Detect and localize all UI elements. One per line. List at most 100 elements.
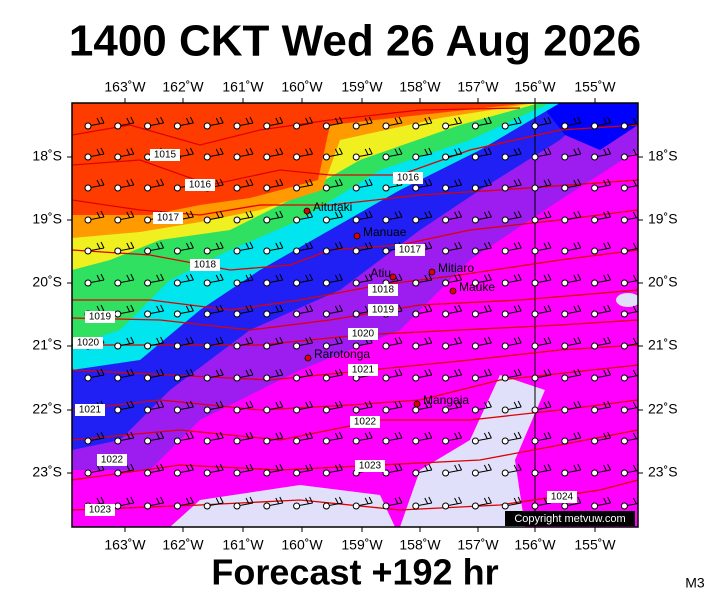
wind-station — [442, 469, 450, 477]
lat-label: 18˚S — [648, 148, 678, 164]
wind-barb-feather — [160, 431, 165, 439]
wind-barb-feather — [458, 336, 463, 344]
wind-station — [442, 247, 450, 255]
wind-station — [263, 437, 271, 445]
wind-station — [144, 247, 152, 255]
wind-barb-feather — [513, 148, 518, 156]
wind-barb-feather — [607, 496, 612, 504]
wind-barb-feather — [126, 337, 131, 345]
wind-barb-feather — [517, 496, 522, 504]
wind-barb-feather — [607, 368, 612, 376]
wind-station — [173, 437, 181, 445]
wind-barb-feather — [100, 178, 105, 186]
wind-barb-feather — [632, 369, 637, 377]
wind-station — [144, 279, 152, 287]
wind-station — [591, 342, 599, 350]
lat-label: 20˚S — [32, 274, 62, 290]
wind-station — [382, 342, 390, 350]
wind-station — [501, 437, 509, 445]
wind-barb-feather — [215, 337, 220, 345]
wind-barb-feather — [275, 432, 280, 440]
wind-station — [471, 374, 479, 382]
wind-station — [501, 122, 509, 130]
wind-station — [531, 437, 539, 445]
wind-barb-feather — [458, 463, 463, 471]
wind-barb-feather — [543, 117, 548, 125]
wind-barb-feather — [189, 400, 194, 408]
wind-barb-feather — [577, 304, 582, 312]
wind-barb-feather — [338, 368, 343, 376]
wind-barb-feather — [219, 273, 224, 281]
wind-barb-feather — [100, 241, 105, 249]
wind-barb-feather — [130, 241, 135, 249]
wind-barb-feather — [364, 401, 369, 409]
wind-barb-feather — [607, 431, 612, 439]
wind-barb-feather — [458, 368, 463, 376]
wind-station — [203, 216, 211, 224]
wind-barb-feather — [245, 274, 250, 282]
wind-barb-feather — [219, 178, 224, 186]
wind-station — [144, 406, 152, 414]
wind-barb-feather — [577, 400, 582, 408]
wind-station — [203, 342, 211, 350]
wind-barb-feather — [245, 179, 250, 187]
wind-barb-feather — [428, 116, 433, 124]
wind-barb-feather — [394, 497, 399, 505]
wind-station — [412, 279, 420, 287]
wind-barb-feather — [96, 117, 101, 125]
wind-station — [144, 310, 152, 318]
wind-barb-feather — [428, 178, 433, 186]
wind-station — [620, 406, 628, 414]
wind-barb-feather — [428, 431, 433, 439]
wind-barb-feather — [428, 241, 433, 249]
wind-station — [263, 502, 271, 510]
wind-barb-feather — [219, 147, 224, 155]
wind-barb-feather — [573, 148, 578, 156]
wind-station — [173, 374, 181, 382]
wind-station — [620, 153, 628, 161]
wind-barb-feather — [458, 147, 463, 155]
wind-barb-feather — [368, 431, 373, 439]
wind-barb-feather — [249, 273, 254, 281]
wind-station — [144, 342, 152, 350]
wind-barb-feather — [338, 431, 343, 439]
wind-barb-feather — [130, 431, 135, 439]
wind-barb-feather — [100, 210, 105, 218]
wind-station — [620, 216, 628, 224]
wind-barb-feather — [424, 369, 429, 377]
wind-barb-feather — [96, 179, 101, 187]
wind-station — [233, 184, 241, 192]
wind-barb-feather — [126, 497, 131, 505]
wind-barb-feather — [185, 337, 190, 345]
wind-barb-feather — [334, 274, 339, 282]
wind-station — [114, 247, 122, 255]
wind-barb-feather — [126, 305, 131, 313]
wind-barb-feather — [517, 210, 522, 218]
wind-station — [352, 310, 360, 318]
wind-barb-feather — [513, 305, 518, 313]
wind-barb-feather — [275, 274, 280, 282]
wind-barb-feather — [185, 432, 190, 440]
wind-barb-feather — [394, 337, 399, 345]
wind-barb-feather — [577, 273, 582, 281]
isobar-label-box — [547, 491, 577, 503]
wind-barb-feather — [543, 274, 548, 282]
wind-barb-feather — [454, 432, 459, 440]
wind-barb-feather — [219, 304, 224, 312]
wind-station — [233, 310, 241, 318]
wind-barb-feather — [245, 148, 250, 156]
lon-label: 156˚W — [514, 537, 556, 553]
wind-station — [501, 406, 509, 414]
isobar-label: 1022 — [354, 417, 377, 428]
wind-station — [471, 406, 479, 414]
wind-station — [322, 216, 330, 224]
wind-station — [442, 437, 450, 445]
wind-station — [620, 247, 628, 255]
wind-barb-feather — [487, 496, 492, 504]
wind-station — [561, 310, 569, 318]
wind-barb-feather — [364, 305, 369, 313]
place-marker — [413, 400, 421, 408]
isobar-label-box — [368, 284, 398, 296]
isobar-label: 1023 — [89, 505, 112, 516]
wind-station — [263, 153, 271, 161]
